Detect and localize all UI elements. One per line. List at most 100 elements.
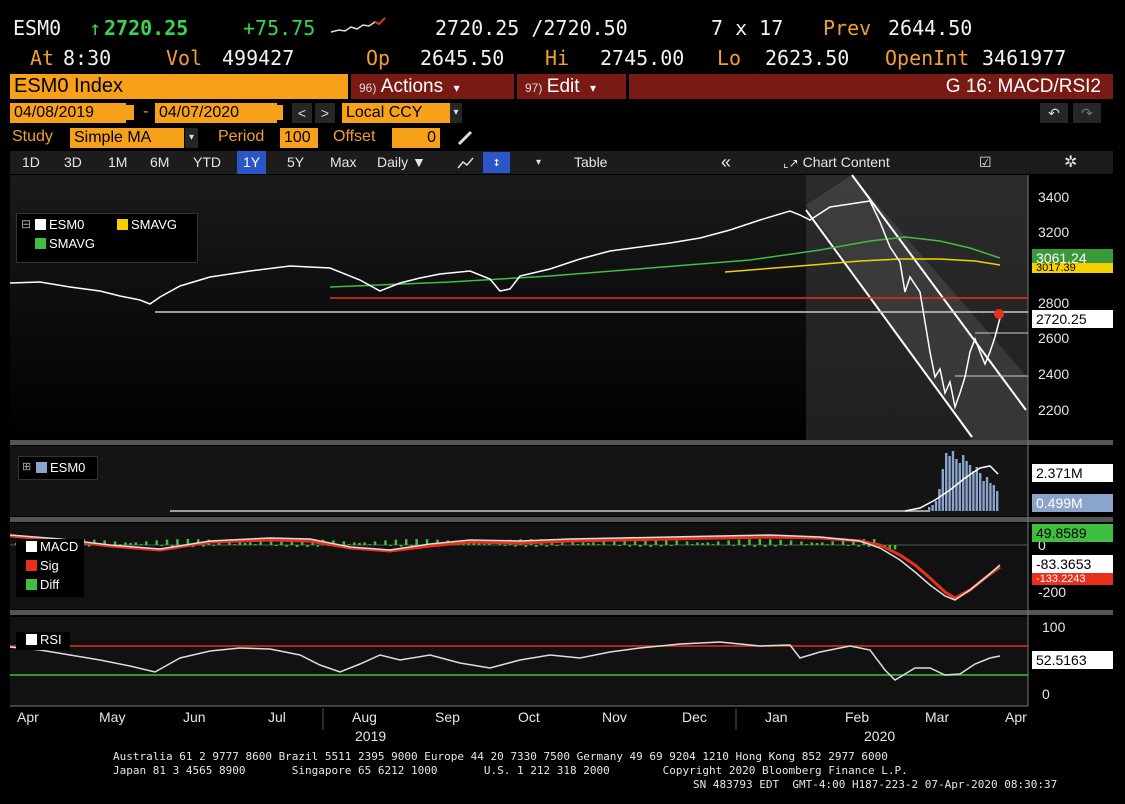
undo-icon[interactable]: ↶ xyxy=(1040,103,1068,123)
volume-bar xyxy=(975,467,978,511)
value-tag: 3061.24 xyxy=(1032,249,1113,267)
macd-diff-bar xyxy=(399,545,403,547)
actions-menu[interactable]: 96) Actions ▾ xyxy=(351,74,514,99)
macd-diff-bar xyxy=(613,540,616,545)
y-tick: 3200 xyxy=(1038,224,1070,240)
macd-diff-bar xyxy=(269,540,273,545)
panel-splitter[interactable] xyxy=(10,440,1113,445)
macd-diff-bar xyxy=(228,541,231,545)
period-1y-button[interactable]: 1Y xyxy=(237,151,267,174)
macd-diff-bar xyxy=(587,543,590,545)
macd-diff-bar xyxy=(893,545,897,550)
panel-splitter[interactable] xyxy=(10,517,1113,522)
edit-menu[interactable]: 97) Edit ▾ xyxy=(517,74,626,99)
study-select[interactable]: Simple MA xyxy=(70,128,184,148)
macd-diff-bar xyxy=(129,543,132,545)
volume-bar xyxy=(945,453,948,511)
macd-diff-bar xyxy=(145,541,148,545)
macd-diff-bar xyxy=(649,545,652,547)
currency-select[interactable]: Local CCY xyxy=(342,103,455,123)
offset-input[interactable]: 0 xyxy=(392,128,440,148)
period-6m-button[interactable]: 6M xyxy=(150,154,170,170)
highlight-region xyxy=(806,175,1028,440)
next-period-button[interactable]: > xyxy=(315,103,335,123)
x-tick: Sep xyxy=(435,709,460,725)
macd-diff-bar xyxy=(467,542,470,545)
macd-diff-bar xyxy=(826,544,829,545)
legend-item[interactable]: SMAVG xyxy=(35,236,95,251)
macd-diff-bar xyxy=(436,539,439,545)
year-label: 2020 xyxy=(864,728,896,744)
y-tick: 0 xyxy=(1042,686,1050,702)
start-date-field[interactable]: 04/08/2019 xyxy=(10,103,126,123)
calendar-icon[interactable] xyxy=(271,105,283,120)
volume-bar xyxy=(941,469,944,511)
macd-diff-bar xyxy=(753,545,756,547)
edit-chart-icon[interactable]: ☑ xyxy=(979,154,992,170)
macd-diff-bar xyxy=(618,545,621,547)
line-chart-icon[interactable] xyxy=(456,154,476,172)
period-max-button[interactable]: Max xyxy=(330,154,357,170)
chevron-down-icon[interactable]: ▾ xyxy=(185,128,198,148)
volume-bar xyxy=(968,465,972,511)
bar-chart-icon[interactable]: ↕ xyxy=(483,152,510,173)
price-line xyxy=(9,200,1001,410)
legend-swatch xyxy=(35,219,46,230)
macd-diff-bar xyxy=(701,543,704,545)
legend-item[interactable]: ESM0 xyxy=(35,217,84,232)
security-field[interactable]: ESM0 Index xyxy=(10,74,348,99)
macd-diff-bar xyxy=(139,544,143,545)
period-ytd-button[interactable]: YTD xyxy=(193,154,221,170)
offset-label: Offset xyxy=(333,128,376,145)
bid-ask-size: 7 x 17 xyxy=(711,16,784,40)
panel-splitter[interactable] xyxy=(10,610,1113,615)
period-input[interactable]: 100 xyxy=(280,128,318,148)
chart-content-button[interactable]: ⌞↗ Chart Content xyxy=(783,151,890,174)
macd-diff-bar xyxy=(841,540,845,545)
macd-diff-bar xyxy=(524,545,528,547)
redo-icon[interactable]: ↷ xyxy=(1073,103,1101,123)
legend-item[interactable]: SMAVG xyxy=(117,217,177,232)
period-3d-button[interactable]: 3D xyxy=(64,154,82,170)
collapse-icon[interactable]: ⊟ xyxy=(21,217,32,231)
macd-diff-bar xyxy=(405,539,408,545)
macd-legend: MACD Sig Diff xyxy=(16,539,84,597)
macd-diff-bar xyxy=(743,545,746,547)
end-date-field[interactable]: 04/07/2020 xyxy=(155,103,277,123)
value-tag: -133.2243 xyxy=(1032,573,1113,585)
legend-swatch xyxy=(26,634,37,645)
gear-icon[interactable]: ✲ xyxy=(1064,154,1078,171)
macd-diff-bar xyxy=(784,545,788,547)
up-arrow-icon: ↑ xyxy=(89,16,102,40)
collapse-icon[interactable]: ⊞ xyxy=(22,461,32,473)
sma-green-line xyxy=(329,236,1001,288)
edit-number: 97) xyxy=(525,81,543,95)
calendar-icon[interactable] xyxy=(122,105,134,120)
value-tag: 0.499M xyxy=(1032,494,1113,512)
year-label: 2019 xyxy=(355,728,387,744)
hi-value: 2745.00 xyxy=(600,46,685,70)
prev-period-button[interactable]: < xyxy=(292,103,312,123)
frequency-label: Daily xyxy=(377,154,409,170)
footer-line-1: Australia 61 2 9777 8600 Brazil 5511 239… xyxy=(113,750,888,763)
volume-bar xyxy=(934,501,938,511)
legend-swatch xyxy=(117,219,128,230)
period-5y-button[interactable]: 5Y xyxy=(287,154,305,170)
chevron-down-icon[interactable]: ▾ xyxy=(450,103,462,123)
volume-panel-bg xyxy=(10,446,1028,516)
legend-swatch xyxy=(35,238,46,249)
table-button[interactable]: Table xyxy=(574,154,608,170)
macd-diff-bar xyxy=(373,541,377,545)
collapse-icon[interactable]: « xyxy=(721,152,732,172)
rsi-legend: RSI xyxy=(16,632,70,650)
last-price-marker xyxy=(994,309,1004,319)
legend-label: ESM0 xyxy=(49,217,85,232)
frequency-select[interactable]: Daily ▼ xyxy=(377,154,426,170)
chevron-down-icon[interactable]: ▾ xyxy=(536,157,542,168)
y-tick: 3400 xyxy=(1038,189,1070,205)
period-1m-button[interactable]: 1M xyxy=(108,154,128,170)
period-1d-button[interactable]: 1D xyxy=(22,154,40,170)
macd-diff-bar xyxy=(243,543,247,545)
pencil-icon[interactable] xyxy=(456,129,474,147)
